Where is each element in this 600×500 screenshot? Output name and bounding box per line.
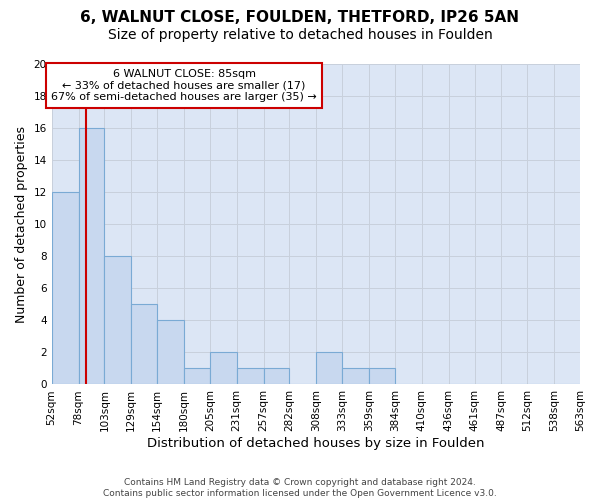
Y-axis label: Number of detached properties: Number of detached properties (15, 126, 28, 322)
Text: 6 WALNUT CLOSE: 85sqm
← 33% of detached houses are smaller (17)
67% of semi-deta: 6 WALNUT CLOSE: 85sqm ← 33% of detached … (51, 69, 317, 102)
Bar (79, 128, 104, 384)
Text: 6, WALNUT CLOSE, FOULDEN, THETFORD, IP26 5AN: 6, WALNUT CLOSE, FOULDEN, THETFORD, IP26… (80, 10, 520, 25)
Bar (184, 368, 210, 384)
Bar (157, 320, 184, 384)
X-axis label: Distribution of detached houses by size in Foulden: Distribution of detached houses by size … (147, 437, 485, 450)
Bar (210, 352, 237, 384)
Text: Size of property relative to detached houses in Foulden: Size of property relative to detached ho… (107, 28, 493, 42)
Bar (104, 256, 131, 384)
Bar (342, 368, 369, 384)
Bar (369, 368, 395, 384)
Bar (131, 304, 157, 384)
Bar (263, 368, 289, 384)
Bar (237, 368, 263, 384)
Bar (52, 192, 79, 384)
Bar (316, 352, 342, 384)
Text: Contains HM Land Registry data © Crown copyright and database right 2024.
Contai: Contains HM Land Registry data © Crown c… (103, 478, 497, 498)
